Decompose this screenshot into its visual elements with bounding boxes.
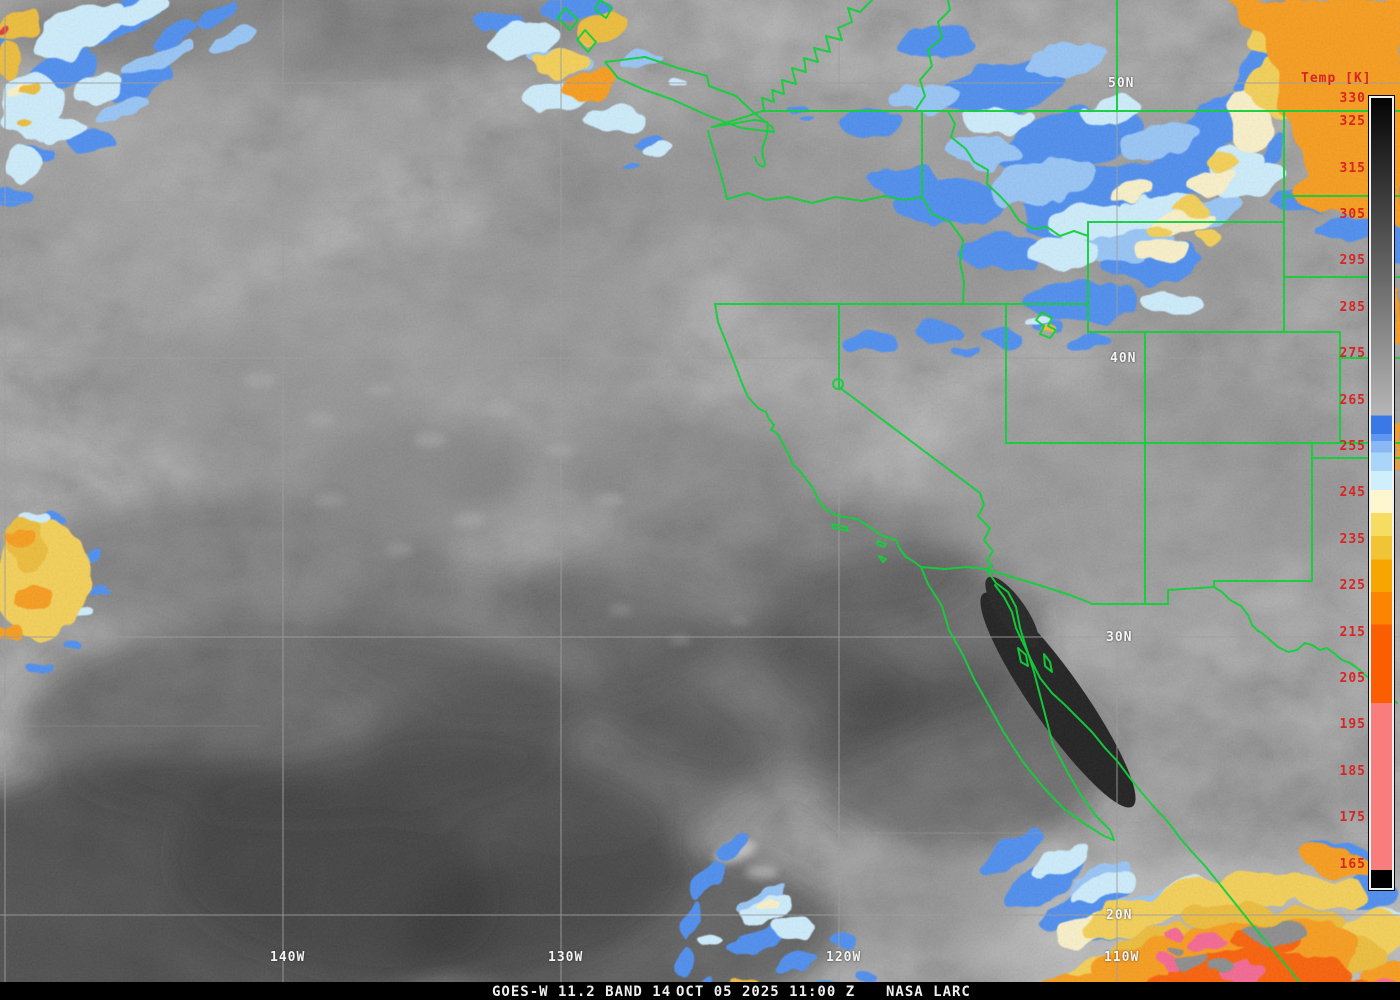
temperature-colorbar bbox=[1369, 96, 1394, 890]
longitude-label: 110W bbox=[1104, 950, 1140, 965]
colorbar-tick-label: 315 bbox=[1339, 160, 1366, 176]
colorbar-tick-label: 265 bbox=[1339, 392, 1366, 408]
longitude-label: 120W bbox=[826, 950, 862, 965]
colorbar-tick-label: 295 bbox=[1339, 253, 1366, 269]
colorbar-tick-label: 330 bbox=[1339, 91, 1366, 106]
longitude-label: 140W bbox=[270, 950, 306, 965]
timestamp-label: OCT 05 2025 11:00 Z bbox=[676, 984, 856, 1000]
colorbar-tick-label: 275 bbox=[1339, 346, 1366, 362]
colorbar-tick-label: 195 bbox=[1339, 717, 1366, 733]
colorbar-tick-label: 185 bbox=[1339, 763, 1366, 779]
colorbar-tick-label: 305 bbox=[1339, 207, 1366, 222]
credit-label: NASA LARC bbox=[886, 984, 971, 1000]
colorbar-tick-label: 165 bbox=[1339, 856, 1366, 872]
latitude-label: 40N bbox=[1110, 351, 1137, 366]
colorbar-tick-label: 285 bbox=[1339, 299, 1366, 315]
colorbar-tick-label: 225 bbox=[1339, 578, 1366, 594]
status-bar: GOES-W 11.2 BAND 14 OCT 05 2025 11:00 Z … bbox=[0, 982, 1400, 1000]
colorbar-tick-label: 205 bbox=[1339, 671, 1366, 686]
colorbar-tick-label: 255 bbox=[1339, 439, 1366, 454]
latitude-label: 50N bbox=[1108, 76, 1135, 91]
colorbar-tick-label: 215 bbox=[1339, 624, 1366, 640]
colorbar-tick-label: 245 bbox=[1339, 485, 1366, 501]
satellite-band-label: GOES-W 11.2 BAND 14 bbox=[492, 984, 672, 1000]
latitude-label: 20N bbox=[1106, 908, 1133, 923]
colorbar-tick-label: 235 bbox=[1339, 531, 1366, 547]
latitude-label: 30N bbox=[1106, 630, 1133, 645]
colorbar-tick-label: 175 bbox=[1339, 810, 1366, 826]
colorbar-tick-label: 325 bbox=[1339, 114, 1366, 130]
colorbar-title: Temp [K] bbox=[1301, 71, 1372, 86]
longitude-label: 130W bbox=[548, 950, 584, 965]
